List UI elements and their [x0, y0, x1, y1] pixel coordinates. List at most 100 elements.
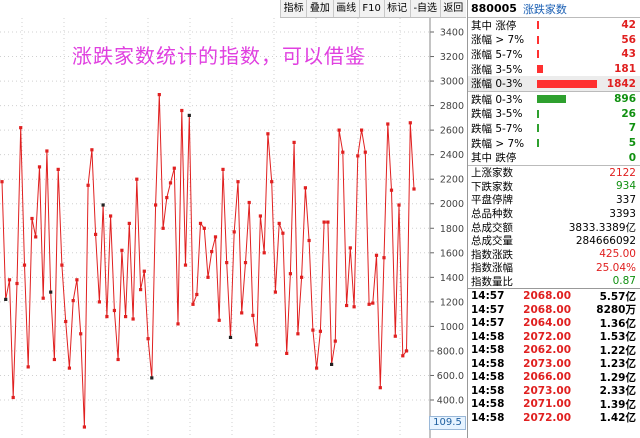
series-point[interactable]: [251, 313, 255, 317]
series-point[interactable]: [240, 311, 244, 315]
series-point[interactable]: [90, 148, 94, 152]
series-point[interactable]: [7, 278, 12, 282]
series-point[interactable]: [60, 263, 64, 267]
series-point[interactable]: [345, 303, 349, 308]
series-point[interactable]: [165, 196, 169, 200]
toolbar-button-6[interactable]: 返回: [439, 0, 466, 17]
series-point[interactable]: [64, 319, 68, 324]
series-point[interactable]: [382, 256, 386, 260]
toolbar-button-2[interactable]: 画线: [332, 0, 359, 17]
series-point[interactable]: [116, 357, 120, 362]
tick-row[interactable]: 14:58 2066.00 1.29亿: [468, 371, 640, 385]
series-point[interactable]: [371, 301, 375, 305]
series-point[interactable]: [322, 220, 326, 224]
series-point[interactable]: [176, 322, 180, 326]
series-point[interactable]: [262, 251, 266, 255]
series-point[interactable]: [82, 425, 86, 429]
series-point[interactable]: [210, 250, 214, 254]
series-point[interactable]: [397, 203, 401, 207]
series-point[interactable]: [75, 278, 79, 282]
series-point[interactable]: [258, 214, 262, 218]
series-point[interactable]: [318, 329, 322, 333]
chart-svg[interactable]: 3400 3200 3000 2800 2600 2400 2200 2000 1800 1600…: [0, 18, 466, 438]
series-point[interactable]: [213, 235, 218, 239]
tick-row[interactable]: 14:58 2062.00 1.22亿: [468, 343, 640, 357]
series-point[interactable]: [393, 334, 397, 338]
series-point[interactable]: [19, 126, 23, 130]
series-point[interactable]: [243, 261, 248, 265]
series-point[interactable]: [94, 232, 98, 236]
series-point[interactable]: [255, 343, 259, 347]
series-point[interactable]: [363, 150, 367, 154]
series-point[interactable]: [378, 386, 382, 390]
series-point[interactable]: [348, 246, 352, 250]
series-point[interactable]: [404, 349, 409, 353]
series-point[interactable]: [180, 108, 184, 113]
series-point[interactable]: [4, 297, 8, 301]
series-point[interactable]: [67, 366, 71, 370]
tick-row[interactable]: 14:58 2071.00 1.39亿: [468, 398, 640, 412]
series-point[interactable]: [198, 221, 203, 225]
series-point[interactable]: [86, 183, 90, 187]
series-point[interactable]: [157, 93, 161, 97]
series-point[interactable]: [150, 376, 154, 380]
series-point[interactable]: [79, 332, 83, 336]
series-point[interactable]: [172, 166, 176, 170]
series-point[interactable]: [217, 318, 221, 322]
series-point[interactable]: [97, 300, 101, 304]
series-point[interactable]: [52, 357, 56, 362]
toolbar-button-5[interactable]: -自选: [409, 0, 440, 17]
series-point[interactable]: [187, 113, 191, 117]
series-point[interactable]: [408, 121, 412, 125]
series-point[interactable]: [360, 128, 364, 132]
series-point[interactable]: [307, 238, 311, 243]
series-point[interactable]: [112, 308, 116, 313]
series-point[interactable]: [412, 187, 416, 191]
series-point[interactable]: [281, 231, 285, 235]
series-point[interactable]: [352, 305, 356, 309]
toolbar-button-1[interactable]: 叠加: [306, 0, 332, 17]
series-point[interactable]: [326, 220, 330, 224]
series-point[interactable]: [56, 167, 60, 171]
series-point[interactable]: [401, 354, 405, 358]
series-point[interactable]: [0, 180, 4, 184]
tick-row[interactable]: 14:57 2064.00 1.36亿: [468, 316, 640, 330]
series-point[interactable]: [270, 180, 274, 184]
series-point[interactable]: [367, 302, 371, 306]
series-point[interactable]: [202, 226, 206, 230]
series-point[interactable]: [127, 221, 131, 225]
series-point[interactable]: [37, 165, 42, 169]
series-point[interactable]: [30, 216, 34, 221]
series-point[interactable]: [146, 337, 150, 341]
series-point[interactable]: [124, 315, 128, 319]
series-point[interactable]: [131, 317, 135, 321]
series-point[interactable]: [101, 203, 105, 207]
tick-row[interactable]: 14:57 2068.00 8280万: [468, 303, 640, 317]
series-point[interactable]: [120, 248, 124, 252]
series-point[interactable]: [285, 351, 289, 355]
series-point[interactable]: [161, 226, 165, 230]
series-point[interactable]: [105, 315, 109, 319]
series-point[interactable]: [183, 263, 188, 267]
series-point[interactable]: [296, 332, 300, 336]
toolbar-button-0[interactable]: 指标: [280, 0, 306, 17]
series-point[interactable]: [11, 395, 15, 400]
toolbar-button-3[interactable]: F10: [358, 0, 384, 17]
series-point[interactable]: [303, 186, 307, 190]
series-point[interactable]: [168, 181, 173, 185]
series-point[interactable]: [288, 272, 292, 276]
series-point[interactable]: [135, 177, 139, 181]
series-point[interactable]: [221, 167, 225, 171]
series-point[interactable]: [273, 290, 277, 294]
tick-list[interactable]: 14:57 2068.00 5.57亿 14:57 2068.00 8280万 14:57 2…: [468, 288, 640, 424]
series-point[interactable]: [356, 154, 360, 158]
series-point[interactable]: [225, 261, 229, 265]
series-point[interactable]: [236, 180, 240, 184]
series-point[interactable]: [142, 269, 146, 273]
series-point[interactable]: [154, 203, 158, 207]
series-point[interactable]: [315, 366, 319, 370]
series-point[interactable]: [206, 275, 210, 279]
tick-row[interactable]: 14:58 2072.00 1.42亿: [468, 411, 640, 425]
series-point[interactable]: [139, 288, 143, 292]
series-point[interactable]: [247, 200, 251, 205]
